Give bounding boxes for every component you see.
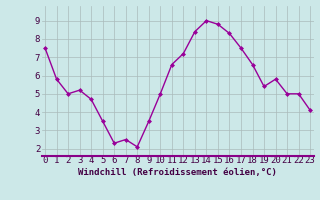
X-axis label: Windchill (Refroidissement éolien,°C): Windchill (Refroidissement éolien,°C)	[78, 168, 277, 177]
